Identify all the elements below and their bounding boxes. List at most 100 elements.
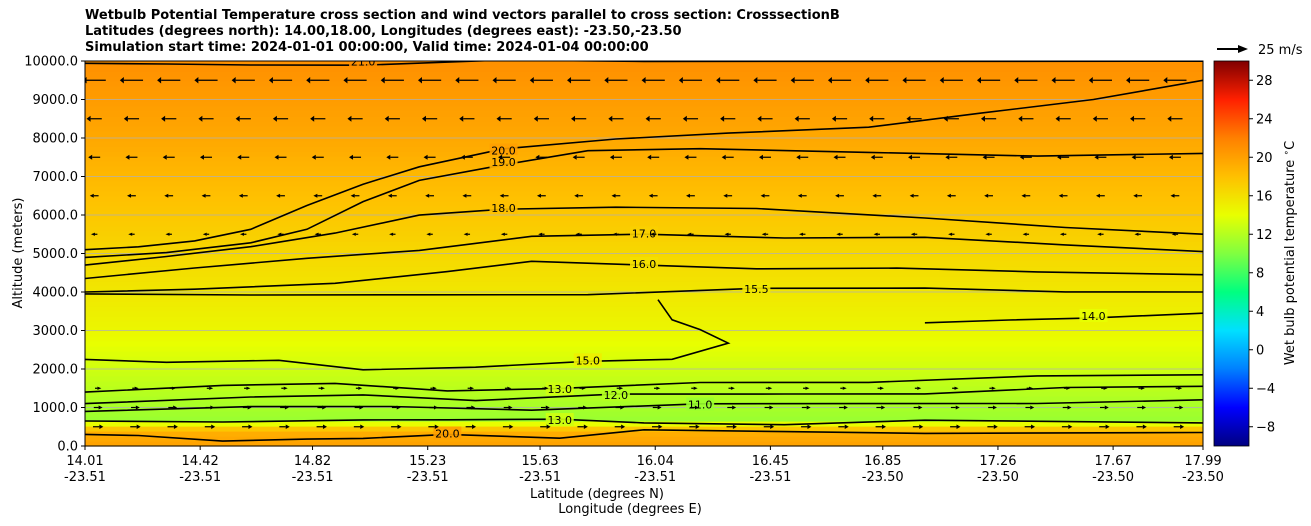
wind-arrow-head — [127, 193, 132, 198]
wind-arrow-head — [872, 193, 877, 198]
wind-arrow-head — [164, 193, 169, 198]
temperature-band — [85, 176, 1203, 182]
wind-arrow-head — [386, 154, 391, 160]
wind-arrow-head — [173, 405, 178, 410]
wind-arrow-head — [641, 77, 646, 84]
wind-arrow-head — [980, 115, 985, 122]
wind-arrow-head — [581, 386, 586, 390]
wind-arrow-head — [322, 424, 327, 429]
wind-arrow-head — [1068, 424, 1073, 429]
wind-arrow-head — [86, 115, 91, 122]
horizontal-grid-lines — [85, 99, 1203, 408]
x-axis-label-longitude: Longitude (degrees E) — [558, 502, 702, 517]
wind-arrow-head — [211, 424, 216, 429]
wind-arrow-head — [955, 405, 960, 410]
wind-arrow-head — [380, 77, 385, 84]
wind-arrow-head — [757, 115, 762, 122]
wind-arrow-head — [89, 193, 94, 198]
temperature-band — [85, 246, 1203, 252]
temperature-band — [85, 296, 1203, 302]
wind-arrow-head — [724, 232, 729, 236]
wind-arrow-head — [423, 154, 428, 160]
contour-label: 15.5 — [744, 283, 769, 296]
temperature-band — [85, 201, 1203, 207]
wind-arrow-head — [1051, 77, 1056, 84]
temperature-band — [85, 111, 1203, 117]
contour-label-bg — [489, 143, 518, 157]
temperature-band — [85, 406, 1203, 412]
wind-arrow-head — [879, 386, 884, 390]
temperature-band — [85, 411, 1203, 417]
contour-label-bg — [489, 155, 518, 169]
x-axis-ticks: 14.01-23.5114.42-23.5114.82-23.5115.23-2… — [64, 446, 1224, 485]
wind-arrow-head — [246, 386, 251, 390]
wind-arrow-head — [687, 232, 692, 236]
wind-arrow-head — [1178, 386, 1183, 390]
contour-line — [85, 233, 1203, 280]
temperature-band — [85, 276, 1203, 282]
wind-arrow-head — [90, 232, 95, 236]
wind-arrow-head — [730, 386, 735, 390]
temperature-band — [85, 151, 1203, 157]
temperature-band — [85, 396, 1203, 402]
wind-arrow-head — [397, 424, 402, 429]
contour-lines: 21.020.019.018.017.016.015.515.014.013.0… — [85, 61, 1203, 442]
wind-arrow-head — [609, 154, 614, 160]
wind-arrow-head — [210, 405, 215, 410]
wind-arrow-head — [119, 77, 124, 84]
wind-arrow-head — [695, 424, 700, 429]
contour-label-bg — [742, 282, 771, 296]
wind-arrow-head — [948, 232, 953, 236]
wind-arrow-head — [240, 232, 245, 236]
wind-arrow-head — [1163, 77, 1168, 84]
wind-arrow-head — [268, 77, 273, 84]
wind-arrow-head — [769, 405, 774, 410]
wind-arrow-head — [902, 77, 907, 84]
y-tick-label: 3000.0 — [33, 324, 79, 339]
temperature-band — [85, 416, 1203, 422]
wind-arrow-head — [827, 77, 832, 84]
wind-arrow-head — [536, 193, 541, 198]
contour-label-bg — [545, 412, 574, 426]
wind-arrow-head — [314, 232, 319, 236]
wind-arrow-head — [807, 424, 812, 429]
temperature-band — [85, 386, 1203, 392]
wind-arrow-head — [1019, 154, 1024, 160]
wind-vectors — [85, 77, 1187, 429]
wind-arrow-head — [98, 405, 103, 410]
temperature-band — [85, 436, 1203, 442]
wind-arrow-head — [1142, 405, 1147, 410]
wind-arrow-head — [492, 77, 497, 84]
wind-arrow-head — [136, 424, 141, 429]
wind-arrow-head — [1022, 232, 1027, 236]
y-tick-label: 4000.0 — [33, 286, 79, 301]
wind-arrow-head — [648, 193, 653, 198]
temperature-band — [85, 131, 1203, 137]
temperature-band — [85, 346, 1203, 352]
x-tick-label-latitude: 14.42 — [182, 454, 219, 469]
wind-arrow-head — [796, 154, 801, 160]
wind-arrow-head — [721, 154, 726, 160]
temperature-band — [85, 71, 1203, 77]
temperature-band — [85, 166, 1203, 172]
x-tick-label-longitude: -23.51 — [179, 470, 221, 485]
x-tick-label-latitude: 15.23 — [409, 454, 446, 469]
wind-arrow-head — [162, 154, 167, 160]
temperature-band — [85, 186, 1203, 192]
temperature-band — [85, 156, 1203, 162]
wind-arrow-head — [657, 405, 662, 410]
wind-arrow-head — [1134, 232, 1139, 236]
wind-arrow-head — [343, 77, 348, 84]
contour-label-bg — [349, 61, 378, 68]
quiver-key: 25 m/s — [1217, 43, 1303, 58]
wind-arrow-head — [389, 232, 394, 236]
wind-arrow-head — [320, 386, 325, 390]
wind-arrow-head — [1104, 405, 1109, 410]
wind-arrow-head — [134, 386, 139, 390]
wind-arrow-head — [238, 193, 243, 198]
wind-arrow-head — [198, 115, 203, 122]
wind-arrow-head — [836, 232, 841, 236]
wind-arrow-head — [499, 193, 504, 198]
contour-label: 14.0 — [1081, 310, 1106, 323]
temperature-band — [85, 106, 1203, 112]
